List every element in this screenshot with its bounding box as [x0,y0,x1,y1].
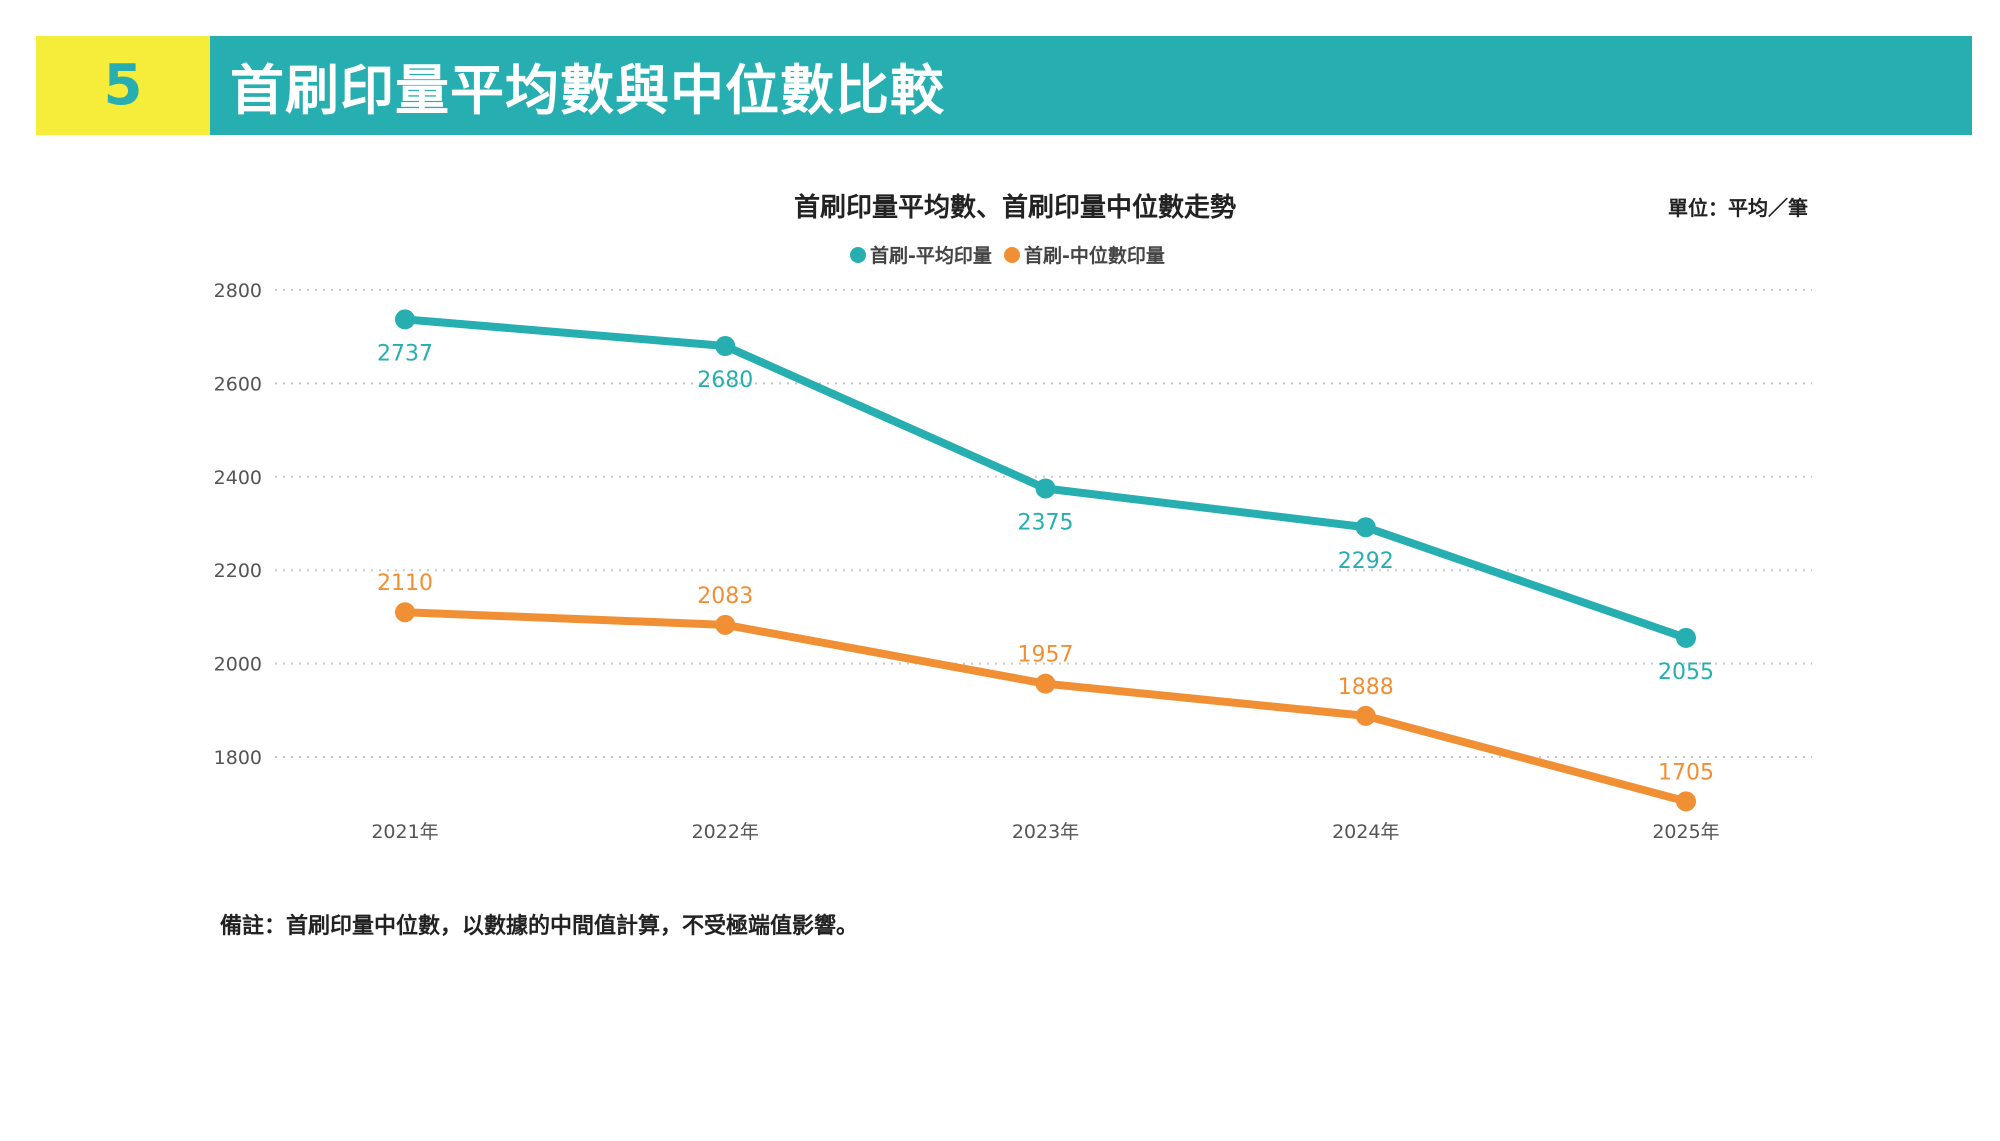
footnote: 備註：首刷印量中位數，以數據的中間值計算，不受極端值影響。 [220,914,859,939]
y-tick-label: 2600 [214,373,262,395]
data-point [395,602,415,623]
y-tick-label: 2200 [214,560,262,582]
y-tick-label: 1800 [214,747,262,769]
x-axis-ticks: 2021年 2022年 2023年 2024年 2025年 [371,821,1719,843]
page-title: 首刷印量平均數與中位數比較 [210,36,1972,135]
data-label: 1957 [1018,643,1074,668]
chart-title: 首刷印量平均數、首刷印量中位數走勢 [794,192,1236,223]
data-label: 2055 [1658,660,1714,685]
data-point [1355,517,1376,538]
data-label: 2737 [377,341,433,366]
legend-label: 首刷-平均印量 [870,244,992,267]
data-label: 2375 [1018,510,1074,535]
data-label: 2110 [377,571,433,596]
data-point [715,614,736,635]
data-point [1676,627,1696,648]
data-label: 1888 [1338,675,1394,700]
y-tick-label: 2000 [214,654,262,676]
data-label: 2292 [1338,549,1394,574]
section-number-badge: 5 [36,36,210,135]
data-point [1035,673,1056,694]
y-axis-ticks: 1800 2000 2200 2400 2600 2800 [214,280,262,769]
data-point [395,309,415,330]
data-point [1676,791,1696,812]
y-tick-label: 2800 [214,280,262,302]
data-label: 1705 [1658,760,1714,785]
x-tick-label: 2022年 [692,821,759,843]
y-tick-label: 2400 [214,467,262,489]
chart-series: 2737 2680 2375 2292 2055 2110 2083 1957 1888 1705 [377,309,1714,812]
x-tick-label: 2024年 [1332,821,1399,843]
legend-label: 首刷-中位數印量 [1024,244,1165,267]
x-tick-label: 2023年 [1012,821,1079,843]
data-label: 2680 [697,368,753,393]
legend-marker [850,247,866,263]
series-line [401,608,1690,806]
chart-legend: 首刷-平均印量 首刷-中位數印量 [850,244,1165,267]
data-point [1035,478,1056,499]
data-point [715,336,736,357]
chart-gridlines [275,289,1812,758]
x-tick-label: 2025年 [1652,821,1719,843]
legend-marker [1004,247,1020,263]
unit-label: 單位：平均／筆 [1668,196,1808,220]
data-label: 2083 [697,584,753,609]
x-tick-label: 2021年 [371,821,438,843]
data-point [1355,705,1376,726]
